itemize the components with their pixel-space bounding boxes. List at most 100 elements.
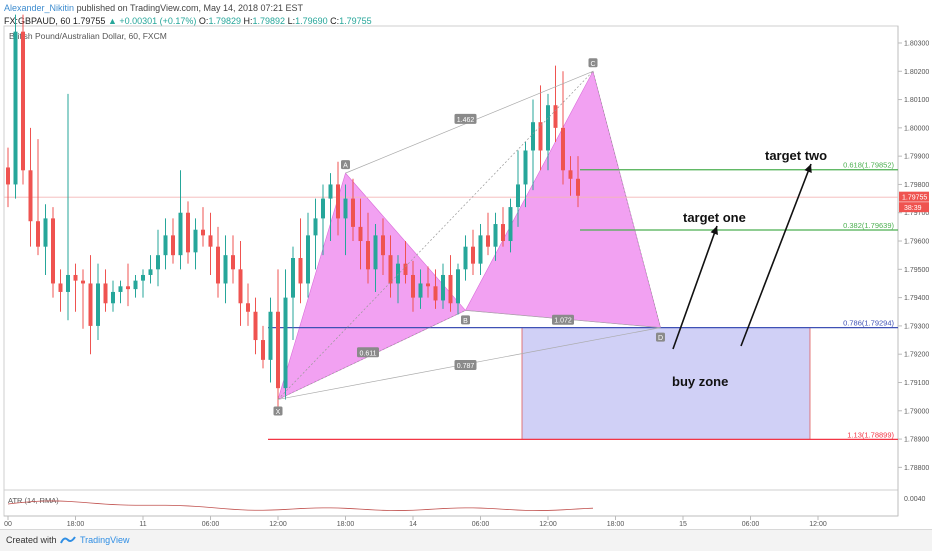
- candle-body: [231, 255, 235, 270]
- high-value: 1.79892: [252, 16, 286, 26]
- chart-title: British Pound/Australian Dollar, 60, FXC…: [9, 31, 167, 41]
- candle-body: [208, 235, 213, 247]
- candle-body: [426, 283, 430, 287]
- candle-body: [411, 274, 415, 298]
- candle-body: [253, 311, 258, 341]
- candle-body: [283, 297, 288, 389]
- candle-body: [6, 167, 10, 185]
- current-price: 1.79755: [72, 16, 106, 26]
- y-tick-label: 1.80200: [904, 69, 929, 76]
- candle-body: [36, 221, 40, 247]
- candle-body: [141, 274, 145, 281]
- pattern-point-badge: [656, 332, 665, 342]
- candle-body: [51, 218, 55, 284]
- y-tick-label: 1.78900: [904, 437, 929, 444]
- footer-bar: Created with TradingView: [0, 529, 932, 551]
- y-tick-label: 1.79300: [904, 323, 929, 330]
- x-tick-label: 06:00: [472, 521, 490, 528]
- chart-header: Alexander_Nikitin published on TradingVi…: [4, 2, 372, 28]
- indicator-pane-frame: [3, 489, 899, 517]
- candle-body: [298, 258, 303, 284]
- candle-body: [508, 207, 513, 242]
- y-tick-label: 1.79200: [904, 352, 929, 359]
- pattern-point-badge: [273, 406, 283, 416]
- candle-body: [21, 31, 25, 171]
- candle-body: [366, 241, 370, 270]
- pattern-point-label: D: [658, 335, 663, 342]
- candle-body: [13, 31, 18, 185]
- y-tick-label: 1.79900: [904, 154, 929, 161]
- candle-body: [163, 235, 168, 256]
- candle-body: [516, 184, 520, 208]
- author-link[interactable]: Alexander_Nikitin: [4, 3, 75, 13]
- price-tag-label: 1.79755: [902, 195, 927, 202]
- xb-line: [277, 310, 466, 400]
- candle-body: [381, 235, 385, 256]
- candle-body: [201, 229, 205, 236]
- pattern-point-label: B: [463, 318, 468, 325]
- candle-body: [88, 283, 93, 326]
- ratio-label: 0.611: [360, 350, 377, 357]
- candle-body: [351, 198, 355, 227]
- candle-body: [396, 263, 400, 284]
- pattern-point-badge: [588, 58, 598, 68]
- target-one-label: target one: [683, 210, 746, 225]
- ratio-label: 1.072: [554, 318, 572, 325]
- countdown-label: 38:39: [904, 205, 922, 212]
- open-value: 1.79829: [208, 16, 241, 26]
- fib-level-label: 0.618(1.79852): [843, 161, 894, 170]
- candle-body: [373, 235, 378, 270]
- candle-body: [576, 178, 580, 196]
- created-with-text: Created with: [6, 535, 57, 545]
- x-tick-label: 18:00: [337, 521, 355, 528]
- pattern-point-label: C: [590, 61, 595, 68]
- candle-body: [493, 224, 498, 247]
- fib-level-label: 0.786(1.79294): [843, 319, 894, 328]
- candle-body: [418, 283, 423, 298]
- x-tick-label: 12:00: [809, 521, 827, 528]
- candle-body: [103, 283, 108, 304]
- candle-body: [156, 255, 160, 270]
- y-tick-label: 1.78800: [904, 465, 929, 472]
- x-tick-label: 14: [409, 521, 417, 528]
- y-tick-label: 1.79600: [904, 239, 929, 246]
- target-two-arrow-head: [804, 164, 812, 173]
- candle-body: [148, 269, 153, 275]
- candle-body: [448, 274, 453, 304]
- candle-body: [471, 246, 475, 264]
- y-tick-label: 1.79700: [904, 210, 929, 217]
- ratio-badge: [454, 113, 477, 124]
- candle-body: [321, 198, 325, 219]
- y-tick-label: 1.79400: [904, 295, 929, 302]
- candle-body: [126, 286, 130, 290]
- candle-body: [306, 235, 310, 284]
- x-tick-label: 11: [139, 521, 146, 528]
- buy-zone-box: [521, 327, 811, 440]
- target-two-arrow: [740, 163, 812, 347]
- candle-body: [433, 286, 438, 301]
- candle-body: [216, 246, 220, 284]
- price-chart[interactable]: British Pound/Australian Dollar, 60, FXC…: [0, 0, 932, 529]
- x-tick-label: 15: [679, 521, 687, 528]
- tradingview-brand[interactable]: TradingView: [80, 535, 130, 545]
- candle-body: [538, 122, 543, 151]
- y-tick-label: 1.79500: [904, 267, 929, 274]
- candle-body: [193, 229, 198, 253]
- y-tick-label: 1.80100: [904, 97, 929, 104]
- x-tick-label: 06:00: [202, 521, 220, 528]
- candle-body: [546, 105, 550, 151]
- candle-body: [336, 184, 340, 219]
- candle-body: [561, 127, 565, 171]
- candle-body: [276, 311, 280, 389]
- ratio-label: 1.462: [457, 117, 475, 124]
- candle-body: [178, 212, 183, 256]
- candle-body: [478, 235, 483, 264]
- candle-body: [261, 340, 265, 360]
- x-tick-label: 06:00: [742, 521, 760, 528]
- candle-body: [486, 235, 490, 247]
- countdown-tag: [899, 202, 929, 213]
- candle-body: [58, 283, 63, 292]
- atr-line: [7, 500, 594, 511]
- pattern-point-label: A: [343, 163, 348, 170]
- x-tick-label: 12:00: [269, 521, 287, 528]
